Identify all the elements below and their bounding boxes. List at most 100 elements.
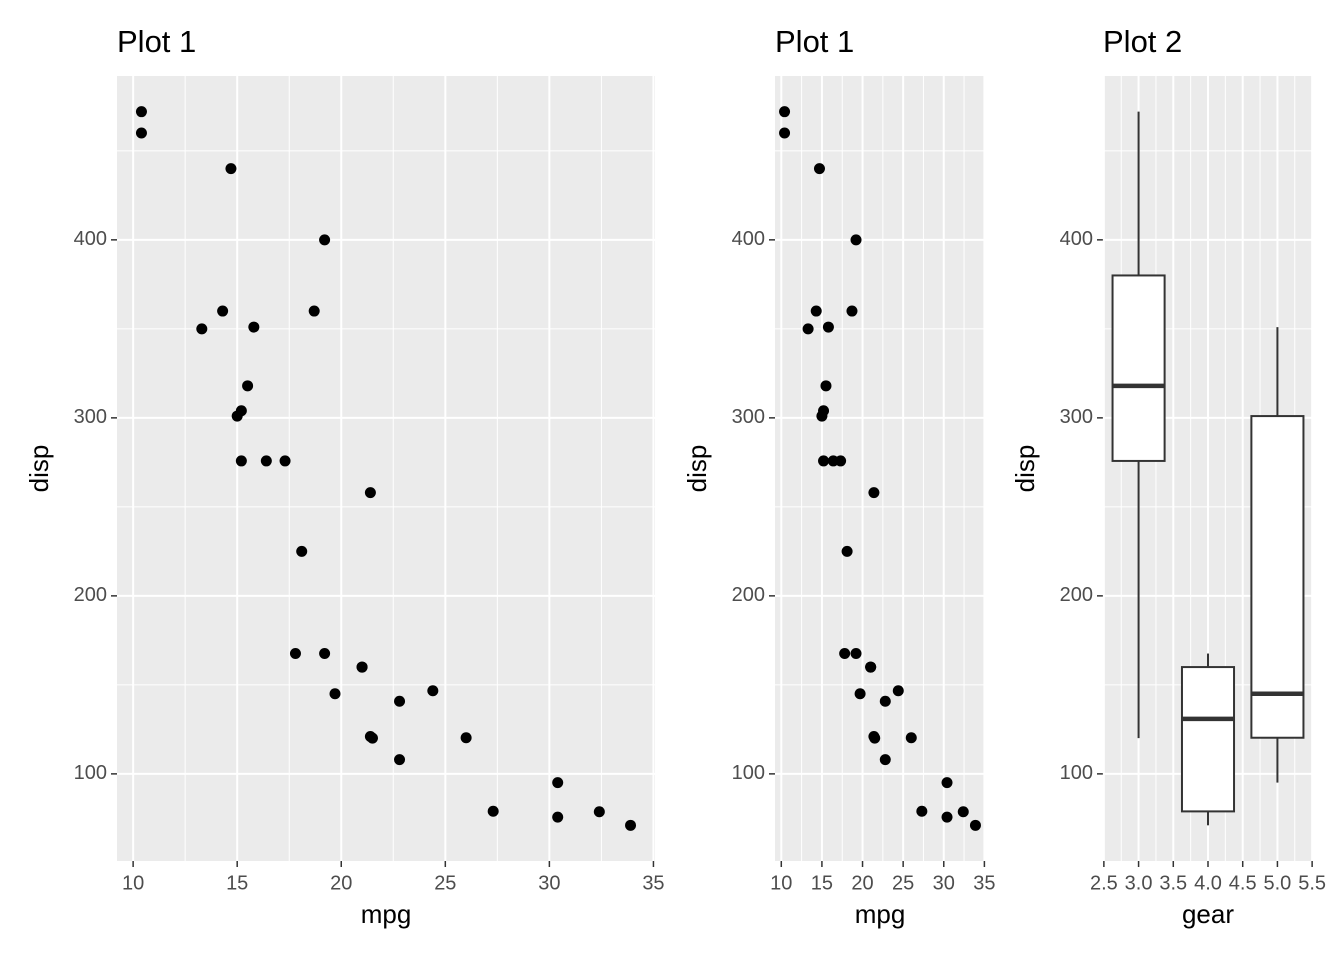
point [779, 127, 791, 139]
x-tick-label: 25 [434, 872, 456, 894]
y-tick-label: 200 [74, 584, 107, 606]
point [868, 730, 880, 742]
point [625, 819, 637, 831]
point [905, 732, 917, 744]
x-axis-label: mpg [361, 899, 412, 929]
y-tick-label: 300 [1060, 406, 1093, 428]
box [1180, 666, 1236, 813]
y-tick-label: 300 [74, 406, 107, 428]
x-tick-label: 15 [811, 872, 833, 894]
point [296, 545, 308, 557]
point [364, 487, 376, 499]
x-tick-label: 4.0 [1194, 872, 1222, 894]
point [969, 819, 981, 831]
point [248, 321, 260, 333]
point [225, 163, 237, 175]
box [1250, 415, 1305, 739]
x-axis-label: mpg [855, 899, 906, 929]
y-axis-label: disp [1010, 445, 1040, 493]
y-tick-label: 400 [74, 228, 107, 250]
point [835, 455, 847, 467]
point [916, 805, 928, 817]
y-tick-label: 100 [732, 762, 765, 784]
point [364, 730, 376, 742]
point [818, 455, 830, 467]
y-tick-label: 300 [732, 406, 765, 428]
point [394, 754, 406, 766]
point [231, 410, 243, 422]
x-tick-label: 30 [538, 872, 560, 894]
point [279, 455, 291, 467]
x-tick-label: 30 [933, 872, 955, 894]
y-tick-label: 400 [1060, 228, 1093, 250]
x-tick-label: 15 [226, 872, 248, 894]
chart-title: Plot 2 [1103, 24, 1182, 59]
y-axis-label: disp [24, 445, 54, 493]
point [820, 380, 832, 392]
point [810, 305, 822, 317]
point [841, 545, 853, 557]
point [289, 648, 301, 660]
point [196, 323, 208, 335]
point [427, 685, 439, 697]
point [957, 806, 969, 818]
y-tick-label: 400 [732, 228, 765, 250]
point [552, 777, 564, 789]
x-tick-label: 25 [892, 872, 914, 894]
point [460, 732, 472, 744]
chart-title: Plot 1 [775, 24, 854, 59]
point [217, 305, 229, 317]
point [319, 648, 331, 660]
point [242, 380, 254, 392]
point [822, 321, 834, 333]
point [356, 661, 368, 673]
point [846, 305, 858, 317]
x-tick-label: 10 [770, 872, 792, 894]
point [850, 648, 862, 660]
point [308, 305, 320, 317]
point [487, 805, 499, 817]
y-tick-label: 200 [1060, 584, 1093, 606]
point [868, 487, 880, 499]
point [319, 234, 331, 246]
y-tick-label: 100 [74, 762, 107, 784]
x-tick-label: 2.5 [1090, 872, 1118, 894]
point [802, 323, 814, 335]
y-tick-label: 100 [1060, 762, 1093, 784]
point [854, 688, 866, 700]
point [941, 777, 953, 789]
point [813, 163, 825, 175]
y-axis-label: disp [682, 445, 712, 493]
point [941, 811, 953, 823]
point [135, 127, 147, 139]
x-tick-label: 5.5 [1298, 872, 1326, 894]
panel [775, 76, 985, 861]
point [329, 688, 341, 700]
x-tick-label: 3.5 [1159, 872, 1187, 894]
x-tick-label: 4.5 [1229, 872, 1257, 894]
point [394, 695, 406, 707]
point [816, 410, 828, 422]
x-tick-label: 35 [973, 872, 995, 894]
x-tick-label: 3.0 [1125, 872, 1153, 894]
y-tick-label: 200 [732, 584, 765, 606]
point [552, 811, 564, 823]
x-tick-label: 20 [330, 872, 352, 894]
point [593, 806, 605, 818]
point [879, 754, 891, 766]
box [1111, 274, 1166, 462]
x-tick-label: 35 [642, 872, 664, 894]
point [260, 455, 272, 467]
point [892, 685, 904, 697]
x-tick-label: 5.0 [1264, 872, 1292, 894]
point [865, 661, 877, 673]
panel [117, 76, 655, 861]
point [779, 106, 791, 118]
point [839, 648, 851, 660]
x-tick-label: 20 [851, 872, 873, 894]
x-axis-label: gear [1182, 899, 1234, 929]
point [135, 106, 147, 118]
point [879, 695, 891, 707]
point [850, 234, 862, 246]
